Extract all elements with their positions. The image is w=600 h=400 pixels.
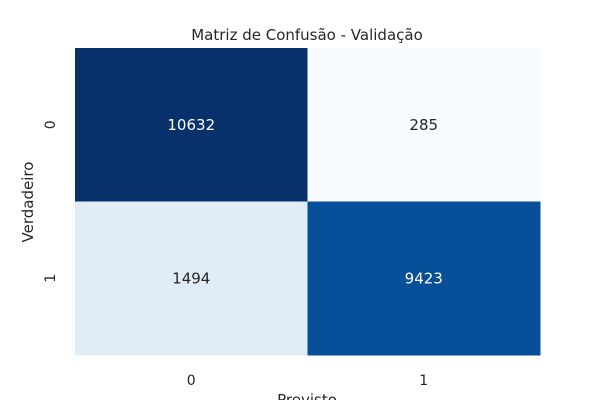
heatmap-cell-value-0-0: 10632 (167, 116, 215, 134)
heatmap-cell-value-1-0: 1494 (172, 269, 210, 287)
x-tick-label-1: 1 (419, 373, 428, 389)
chart-title: Matriz de Confusão - Validação (191, 26, 423, 44)
heatmap-cell-0-1 (307, 48, 541, 202)
heatmap-cell-0-0 (75, 48, 308, 202)
heatmap-cell-value-1-1: 9423 (405, 269, 443, 287)
y-tick-label-1: 1 (43, 274, 59, 283)
x-tick-label-0: 0 (187, 373, 196, 389)
x-axis-label: Previsto (277, 391, 337, 400)
heatmap-cell-1-1 (307, 201, 541, 356)
heatmap-cell-value-0-1: 285 (409, 116, 438, 134)
y-tick-labels: 01 (43, 120, 59, 282)
heatmap-cells: 10632 285 1494 9423 (75, 48, 541, 356)
y-axis-label: Verdadeiro (19, 162, 37, 243)
heatmap-cell-1-0 (75, 201, 308, 356)
y-tick-label-0: 0 (43, 120, 59, 129)
